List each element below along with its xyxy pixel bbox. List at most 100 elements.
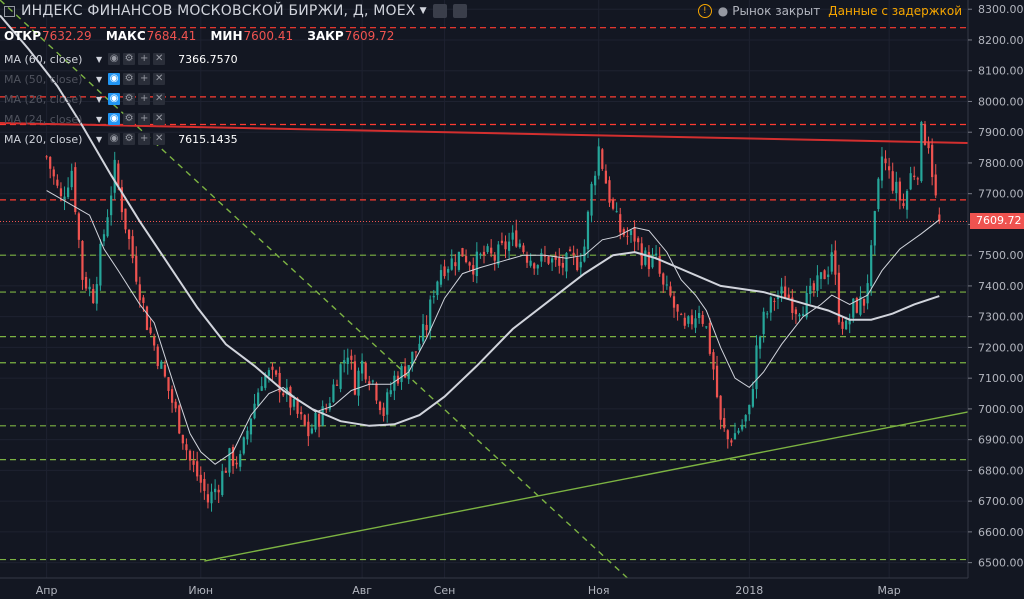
caret-down-icon[interactable]: ▼ [96,114,103,124]
caret-down-icon[interactable]: ▼ [96,54,103,64]
candle [163,360,167,378]
candle-body [393,375,396,391]
candle-body [317,413,321,427]
candle-body [601,149,604,169]
candle-body [622,229,625,236]
candle-body [203,478,206,491]
candle-body [866,283,869,304]
candle [755,335,758,399]
candle [791,289,794,320]
candle-body [371,380,374,382]
candle-body [902,203,905,206]
candle-body [801,313,805,316]
candle [364,361,367,383]
caret-down-icon[interactable]: ▼ [96,134,103,144]
candle [862,298,866,314]
eye-icon[interactable]: ◉ [108,113,121,125]
gear-icon[interactable]: ⚙ [123,73,136,85]
close-icon[interactable]: ✕ [153,73,166,85]
candle-body [274,370,278,375]
eye-icon[interactable]: ◉ [108,93,121,105]
plus-icon[interactable]: + [138,93,151,105]
plus-icon[interactable]: + [138,133,151,145]
candle-body [70,170,73,188]
candle [267,367,271,383]
close-icon[interactable]: ✕ [153,133,166,145]
candle-body [321,406,324,426]
gear-icon[interactable]: ⚙ [123,113,136,125]
plus-icon[interactable]: + [138,113,151,125]
time-axis [0,578,1024,599]
candle-body [909,173,912,190]
caret-down-icon[interactable]: ▼ [96,94,103,104]
candle [891,162,894,194]
plus-icon[interactable]: + [138,53,151,65]
indicator-name[interactable]: MA (26, close) [4,92,83,106]
candle [758,335,762,359]
close-icon[interactable]: ✕ [153,93,166,105]
candle-body [95,284,98,304]
indicator-name[interactable]: MA (20, close) [4,132,83,146]
candle [694,310,697,334]
eye-icon[interactable]: ◉ [108,133,121,145]
y-tick-label: 7700.00 [978,188,1024,201]
candle-body [525,254,529,263]
chart-title[interactable]: ИНДЕКС ФИНАНСОВ МОСКОВСКОЙ БИРЖИ, Д, MOE… [21,3,416,19]
candle-body [511,232,514,240]
candle [332,379,335,403]
candle [905,189,909,219]
gear-icon[interactable]: ⚙ [123,93,136,105]
candle-body [608,180,611,203]
close-label: ЗАКР [307,29,344,43]
candle-body [787,294,790,299]
delayed-data-label[interactable]: Данные с задержкой [828,4,962,18]
settings-icon[interactable] [432,4,447,18]
candle [102,229,106,246]
caret-down-icon[interactable]: ▼ [96,74,103,84]
collapse-square-icon[interactable] [4,5,15,17]
candle [77,211,80,249]
candle-body [206,494,210,503]
candle-body [572,252,575,256]
candle [213,479,217,500]
candle [841,315,844,335]
candle-body [475,251,478,277]
eye-icon[interactable]: ◉ [108,53,121,65]
candle [339,363,342,393]
candle-body [637,238,640,243]
gear-icon[interactable] [452,4,467,18]
candle [794,306,798,324]
candle-body [680,314,683,316]
x-tick-label: Ноя [588,584,610,597]
candle [493,252,496,271]
x-tick-label: Авг [352,584,372,597]
eye-icon[interactable]: ◉ [108,73,121,85]
close-icon[interactable]: ✕ [153,53,166,65]
indicator-name[interactable]: MA (50, close) [4,72,83,86]
candle [88,278,91,297]
candle-body [662,273,665,285]
candle-body [877,178,880,210]
gear-icon[interactable]: ⚙ [123,53,136,65]
indicator-name[interactable]: MA (24, close) [4,112,83,126]
candle [540,248,543,267]
warning-icon[interactable]: ! [697,4,712,18]
close-icon[interactable]: ✕ [153,113,166,125]
high-label: МАКС [105,29,146,43]
candle [110,186,113,226]
candle-body [880,156,884,181]
open-value: 7632.29 [42,29,92,43]
candle [486,243,489,254]
candle [70,163,73,191]
caret-down-icon[interactable]: ▼ [419,6,427,16]
candle [174,398,177,413]
candle [450,249,453,271]
candle [798,312,801,322]
candle-body [404,366,407,378]
indicator-row: MA (20, close) ▼ ◉ ⚙ + ✕ 7615.1435 [0,131,238,147]
candle-body [683,317,686,326]
gear-icon[interactable]: ⚙ [123,133,136,145]
indicator-name[interactable]: MA (60, close) [4,52,83,66]
plus-icon[interactable]: + [138,73,151,85]
